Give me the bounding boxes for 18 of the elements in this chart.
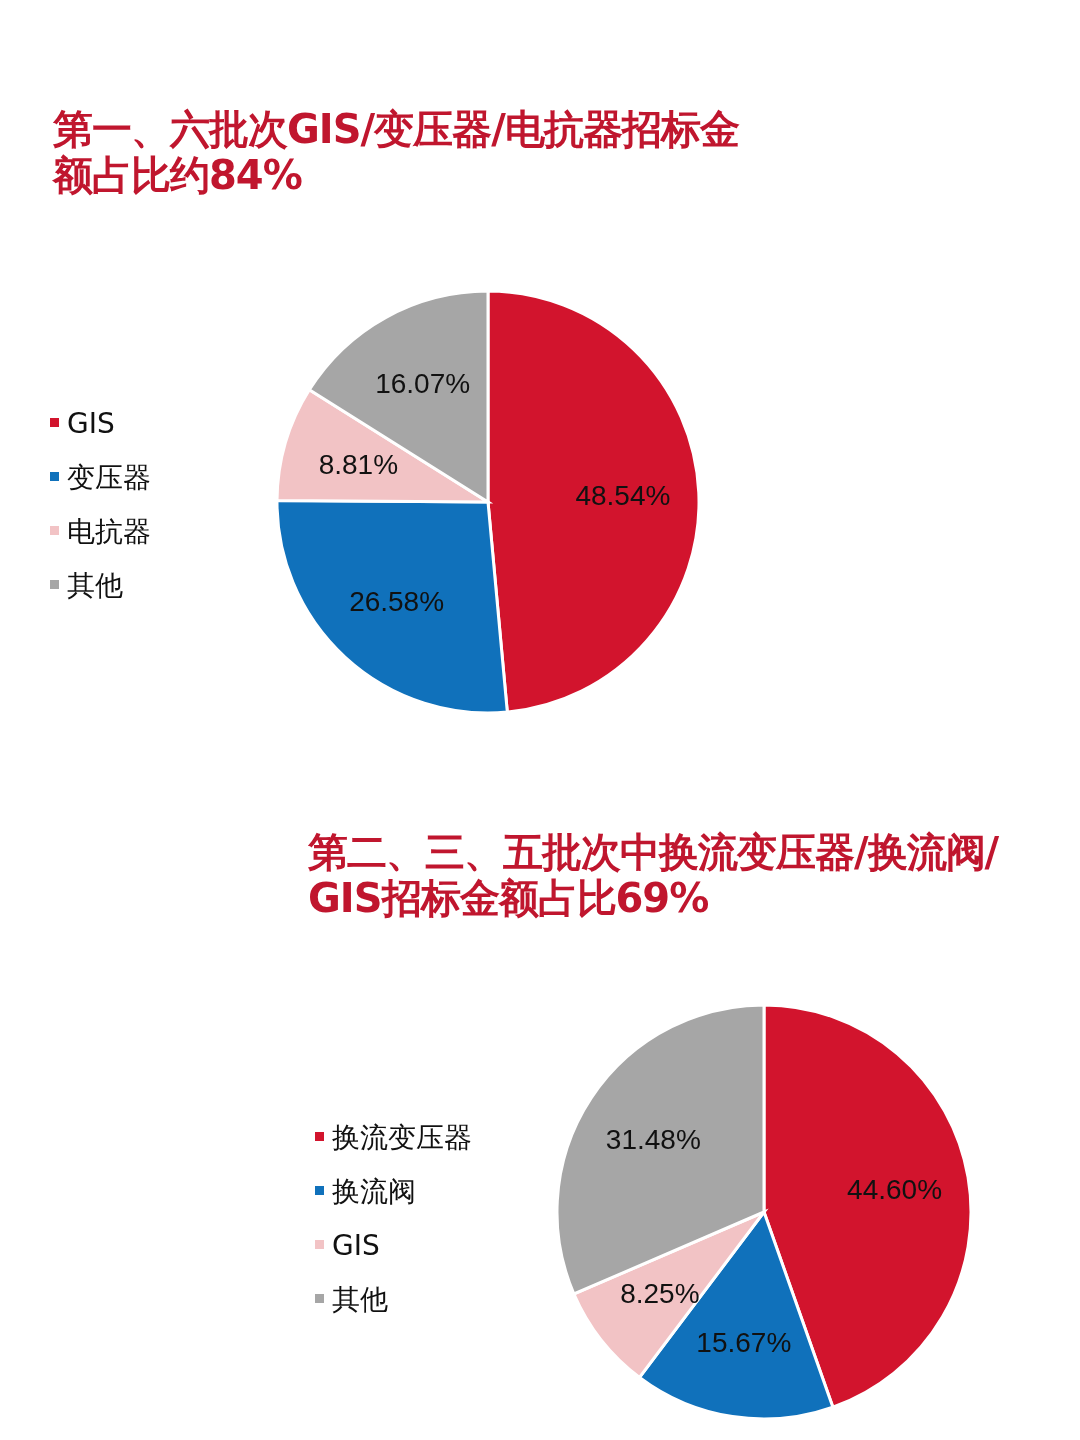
legend-label: GIS [332,1228,380,1262]
data-label: 44.60% [847,1174,943,1206]
legend-label: GIS [67,406,115,440]
data-label: 26.58% [349,585,445,617]
legend-label: 换流变压器 [332,1120,472,1154]
data-label: 8.81% [318,448,399,480]
legend-label: 变压器 [67,460,151,494]
legend-label: 换流阀 [332,1174,416,1208]
data-label: 48.54% [575,480,671,512]
data-label: 31.48% [605,1123,701,1155]
legend-label: 其他 [332,1282,388,1316]
data-label: 16.07% [375,368,471,400]
legend-label: 其他 [67,568,123,602]
data-label: 15.67% [696,1327,792,1359]
legend-label: 电抗器 [67,514,151,548]
data-label: 8.25% [620,1278,700,1310]
chart-title: 第二、三、五批次中换流变压器/换流阀/GIS招标金额占比69% [307,829,1000,921]
chart-title: 第一、六批次GIS/变压器/电抗器招标金额占比约84% [51,106,740,198]
